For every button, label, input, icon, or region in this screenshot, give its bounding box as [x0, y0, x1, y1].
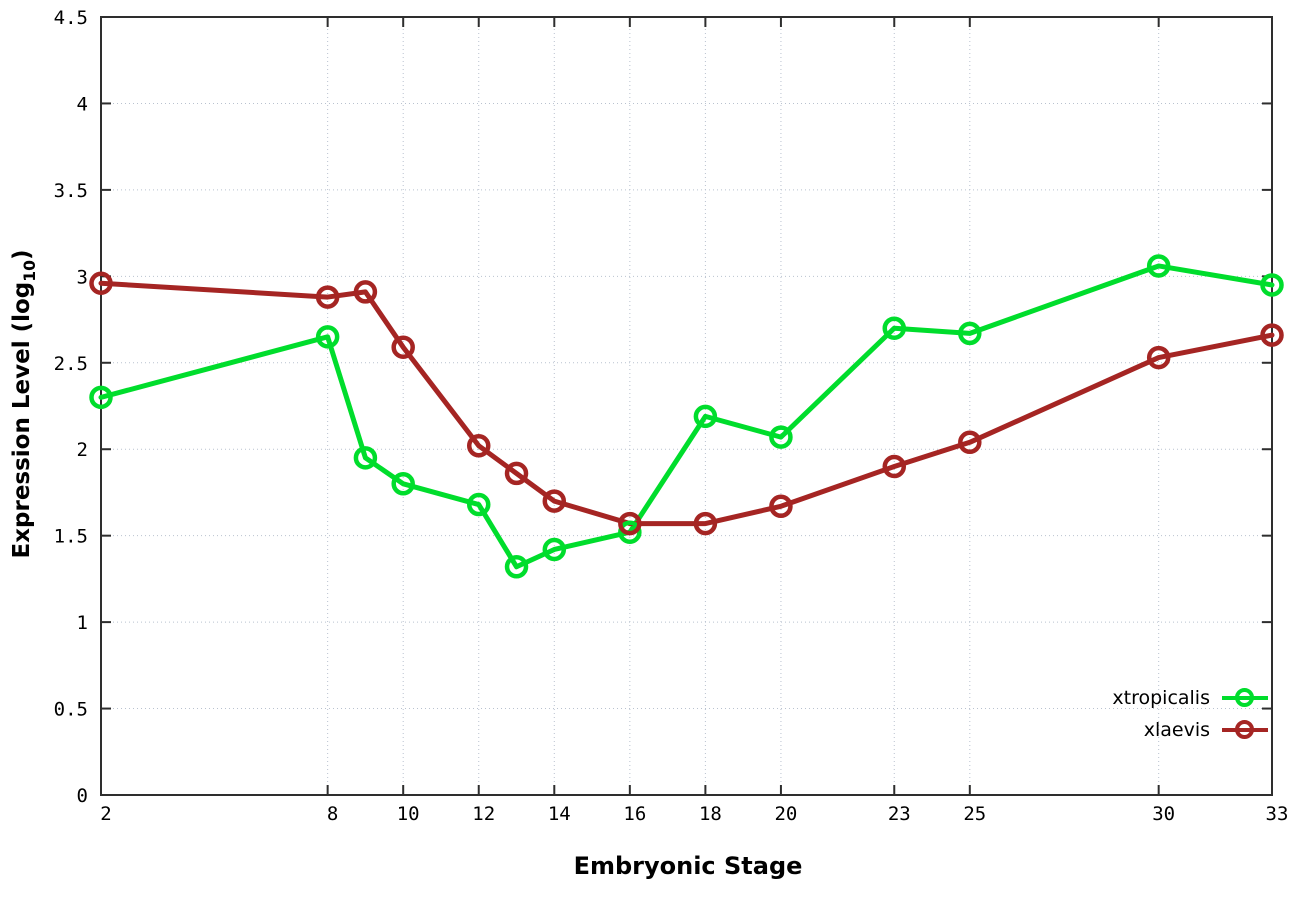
legend-open-circle-icon [1222, 686, 1268, 710]
x-tick-label: 30 [1152, 803, 1175, 825]
y-tick-label: 3.5 [54, 180, 88, 202]
x-tick-label: 12 [472, 803, 495, 825]
legend-open-circle-icon [1222, 718, 1268, 742]
data-point-xtropicalis [1260, 273, 1284, 297]
series-line-xlaevis [98, 280, 1275, 527]
y-tick-label: 3 [77, 266, 88, 288]
data-point-xlaevis [618, 511, 642, 536]
data-point-xlaevis [504, 461, 529, 486]
data-point-xtropicalis [693, 404, 718, 429]
y-axis-title-main: Expression Level (log [9, 281, 36, 559]
x-tick-label: 8 [327, 803, 338, 825]
data-point-xtropicalis [882, 316, 907, 340]
x-tick-label: 18 [699, 803, 722, 825]
legend-item-xlaevis: xlaevis [1112, 718, 1268, 742]
x-tick-label: 2 [100, 803, 111, 825]
data-point-xlaevis [353, 280, 378, 304]
x-tick-label: 16 [623, 803, 646, 825]
y-tick-label: 0 [77, 785, 88, 807]
data-point-xlaevis [1146, 345, 1171, 370]
legend-circle-swatch [1235, 688, 1254, 707]
data-point-xlaevis [693, 511, 718, 536]
x-tick-label: 20 [774, 803, 797, 825]
y-tick-label: 1 [77, 612, 88, 634]
y-axis-title-subscript: 10 [19, 259, 39, 282]
data-point-xlaevis [882, 454, 907, 479]
legend-label-xlaevis: xlaevis [1143, 719, 1210, 741]
data-point-xtropicalis [504, 555, 529, 579]
y-tick-label: 1.5 [54, 526, 88, 548]
data-point-xtropicalis [89, 385, 113, 410]
data-point-xtropicalis [353, 446, 378, 470]
data-point-xlaevis [315, 285, 340, 309]
y-tick-label: 0.5 [54, 699, 88, 721]
legend: xtropicalis xlaevis [1112, 686, 1268, 742]
legend-item-xtropicalis: xtropicalis [1112, 686, 1268, 710]
x-tick-label: 14 [548, 803, 571, 825]
y-tick-label: 2 [77, 439, 88, 461]
y-tick-label: 2.5 [54, 353, 88, 375]
y-tick-label: 4.5 [54, 7, 88, 29]
data-point-xtropicalis [315, 325, 340, 349]
data-point-xlaevis [391, 335, 415, 359]
data-point-xtropicalis [391, 472, 415, 496]
x-tick-label: 23 [888, 803, 911, 825]
data-point-xlaevis [89, 271, 113, 295]
x-axis-title: Embryonic Stage [573, 852, 803, 880]
legend-circle-swatch [1235, 720, 1254, 739]
data-point-xtropicalis [542, 537, 567, 562]
data-point-xlaevis [542, 489, 567, 513]
x-tick-label: 25 [963, 803, 986, 825]
data-point-xlaevis [1260, 323, 1284, 347]
data-point-xtropicalis [958, 321, 982, 346]
legend-label-xtropicalis: xtropicalis [1112, 687, 1210, 709]
data-point-xlaevis [466, 434, 491, 458]
x-tick-label: 10 [397, 803, 420, 825]
data-point-xtropicalis [618, 520, 642, 544]
data-point-xlaevis [958, 430, 982, 455]
y-axis-title: Expression Level (log10) [9, 249, 39, 558]
y-axis-title-end: ) [9, 249, 36, 260]
data-point-xtropicalis [769, 425, 793, 449]
x-tick-label: 33 [1266, 803, 1289, 825]
data-point-xtropicalis [1146, 254, 1171, 278]
data-point-xlaevis [769, 494, 793, 519]
y-tick-label: 4 [77, 93, 88, 115]
plot-border [100, 16, 1273, 796]
data-point-xtropicalis [466, 492, 491, 517]
